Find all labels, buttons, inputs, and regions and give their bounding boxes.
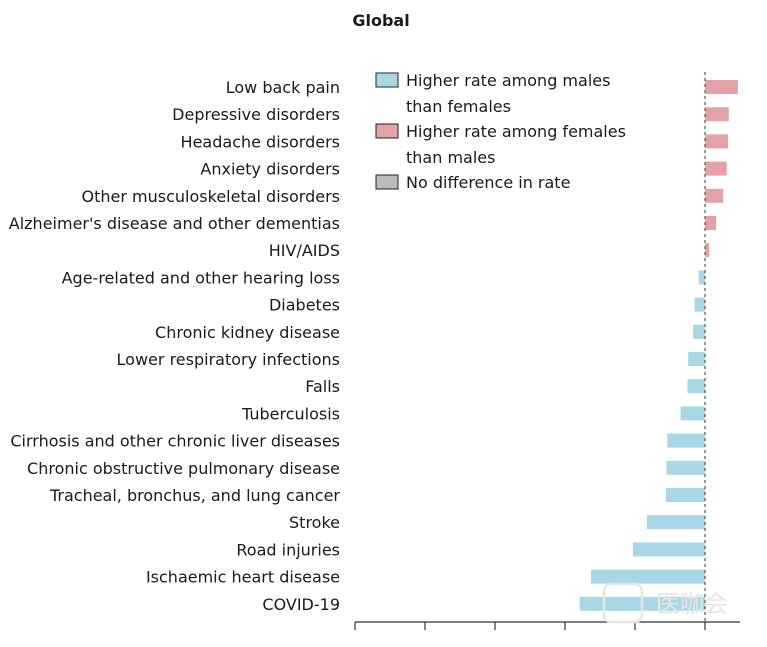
category-label: Low back pain bbox=[226, 78, 340, 97]
category-label: Alzheimer's disease and other dementias bbox=[9, 214, 340, 233]
legend-label: Higher rate among males bbox=[406, 71, 610, 90]
bar bbox=[632, 542, 705, 557]
category-labels: Low back pain Depressive disorders Headach… bbox=[9, 78, 341, 614]
legend-label: than males bbox=[406, 148, 495, 167]
category-label: Headache disorders bbox=[181, 132, 340, 151]
category-label: Age-related and other hearing loss bbox=[62, 268, 340, 287]
bar bbox=[705, 188, 724, 203]
bar bbox=[665, 488, 705, 502]
watermark-logo-icon bbox=[602, 582, 644, 624]
category-label: Anxiety disorders bbox=[200, 160, 340, 179]
legend-label: No difference in rate bbox=[406, 173, 570, 192]
bar bbox=[646, 515, 705, 530]
bar bbox=[698, 270, 705, 285]
bar bbox=[705, 134, 729, 149]
category-label: Stroke bbox=[289, 513, 340, 532]
category-label: Other musculoskeletal disorders bbox=[82, 187, 340, 206]
bar bbox=[705, 80, 738, 94]
bar bbox=[666, 460, 705, 475]
category-label: Lower respiratory infections bbox=[117, 350, 340, 369]
bar bbox=[705, 243, 710, 258]
category-label: HIV/AIDS bbox=[269, 241, 340, 260]
x-axis bbox=[354, 621, 740, 630]
legend-label: Higher rate among females bbox=[406, 122, 626, 141]
category-label: Tuberculosis bbox=[241, 404, 340, 423]
bar bbox=[680, 406, 705, 421]
bar bbox=[590, 569, 705, 584]
category-label: COVID-19 bbox=[262, 595, 340, 614]
category-label: Chronic obstructive pulmonary disease bbox=[27, 459, 340, 478]
category-label: Tracheal, bronchus, and lung cancer bbox=[49, 486, 340, 505]
bar bbox=[705, 161, 727, 176]
category-label: Falls bbox=[305, 377, 340, 396]
category-label: Ischaemic heart disease bbox=[146, 568, 340, 587]
legend-label: than females bbox=[406, 97, 511, 116]
legend: Higher rate among males than females Highe… bbox=[375, 71, 626, 192]
bar bbox=[667, 433, 705, 448]
category-label: Road injuries bbox=[236, 540, 340, 559]
legend-swatch bbox=[375, 72, 399, 88]
watermark: 医咖会 bbox=[602, 582, 728, 624]
bar bbox=[705, 216, 717, 230]
bar bbox=[694, 297, 705, 312]
category-label: Cirrhosis and other chronic liver diseas… bbox=[10, 432, 340, 451]
watermark-text: 医咖会 bbox=[656, 590, 728, 618]
bar bbox=[688, 352, 705, 366]
category-label: Diabetes bbox=[269, 296, 340, 315]
chart-title: Global bbox=[352, 11, 409, 30]
legend-swatch bbox=[375, 123, 399, 139]
legend-swatch bbox=[375, 174, 399, 190]
bar bbox=[687, 379, 705, 394]
category-label: Depressive disorders bbox=[172, 105, 340, 124]
bar bbox=[705, 107, 729, 122]
category-label: Chronic kidney disease bbox=[155, 323, 340, 342]
bars bbox=[579, 80, 738, 611]
bar bbox=[693, 324, 705, 339]
